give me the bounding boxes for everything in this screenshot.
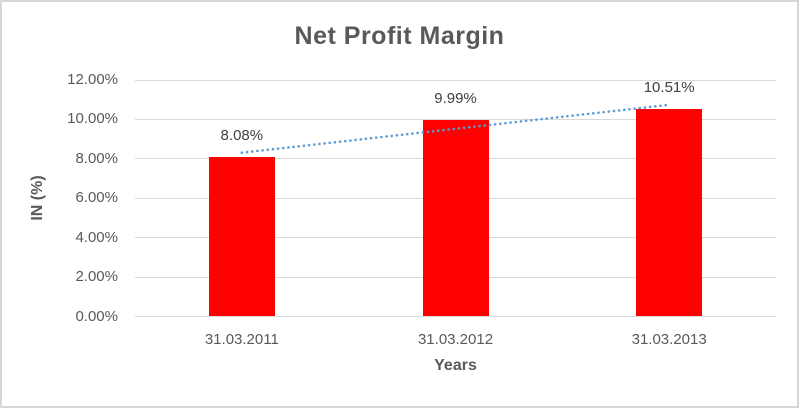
y-tick-label: 4.00% bbox=[75, 228, 118, 246]
bar-31.03.2011 bbox=[208, 157, 275, 317]
y-tick-label: 0.00% bbox=[75, 307, 118, 325]
gridline bbox=[135, 79, 776, 81]
y-tick-label: 6.00% bbox=[75, 189, 118, 207]
bar-data-label: 8.08% bbox=[220, 127, 264, 145]
y-tick-label: 10.00% bbox=[67, 110, 118, 128]
bar-31.03.2012 bbox=[422, 119, 489, 317]
bar-data-label: 9.99% bbox=[434, 89, 477, 107]
gridline bbox=[135, 316, 776, 317]
y-tick-label: 2.00% bbox=[75, 268, 118, 286]
bar-data-label: 10.51% bbox=[643, 79, 695, 97]
y-tick-label: 8.00% bbox=[75, 149, 118, 167]
x-tick-label: 31.03.2011 bbox=[204, 331, 279, 348]
y-tick-label: 12.00% bbox=[67, 71, 118, 88]
chart-title: Net Profit Margin bbox=[294, 22, 505, 50]
x-axis-title: Years bbox=[434, 357, 477, 374]
x-tick-label: 31.03.2012 bbox=[417, 331, 494, 348]
x-tick-label: 31.03.2013 bbox=[631, 331, 707, 348]
bar-31.03.2013 bbox=[636, 109, 703, 317]
